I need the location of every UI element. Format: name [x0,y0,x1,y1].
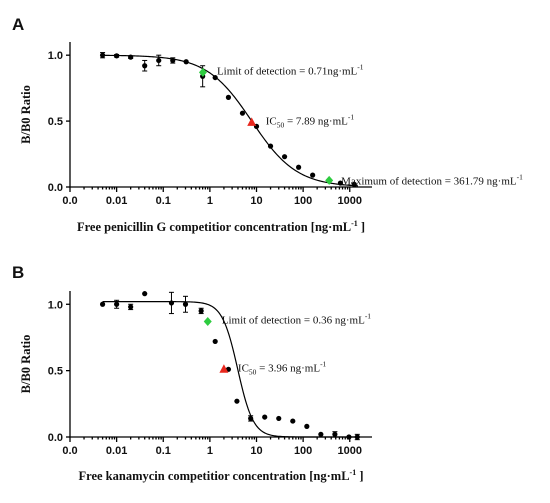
y-tick-label: 0.5 [48,116,63,128]
data-point [183,59,189,65]
data-point [248,415,254,422]
annotation-sup: -1 [517,172,523,181]
annotation-text-2: = 7.89 ng·mL [284,115,348,127]
data-point [212,338,218,345]
x-axis-label-text: Free kanamycin competitior concentration… [79,469,350,483]
annotation-text: Limit of detection = 0.36 ng·mL [222,315,365,327]
data-point [198,308,204,314]
data-point [318,431,324,437]
panel-a: A 0.0 0.5 1.0 0.0 0.01 0.1 1 10 100 1000 B/B0 Ratio… [12,15,523,234]
x-tick-label: 1 [207,445,213,457]
data-point [346,434,352,440]
data-point [296,164,302,170]
y-tick-label: 0.0 [48,182,63,194]
ic50-marker [219,364,229,373]
data-point [304,423,310,429]
x-axis-label: Free penicillin G competitior concentrat… [77,219,365,234]
data-point [168,300,175,306]
annotation-sup: -1 [357,62,363,71]
data-point [281,154,288,160]
data-point [262,414,268,420]
data-point [234,398,240,404]
data-point [114,53,120,59]
x-axis-label-sup: -1 [351,219,358,228]
x-tick-label: 100 [294,195,312,207]
ic50-marker [247,117,257,126]
marker-annotation: IC50 = 7.89 ng·mL-1 [266,112,355,129]
marker-annotation: Limit of detection = 0.36 ng·mL-1 [222,312,372,327]
marker-annotation: Maximum of detection = 361.79 ng·mL-1 [341,172,523,187]
detection-limit-marker [198,67,207,77]
x-tick-label: 10 [250,195,262,207]
fit-curve [102,54,358,187]
detection-limit-marker [203,317,212,327]
annotation-sub: 50 [277,120,285,129]
x-tick-label: 10 [250,445,262,457]
x-tick-label: 0.0 [62,195,77,207]
data-point [99,301,106,307]
data-point [142,63,148,69]
fit-curve [102,301,358,438]
data-point [267,143,274,149]
x-axis-label: Free kanamycin competitior concentration… [79,468,364,483]
y-tick-label: 1.0 [48,50,63,62]
panel-letter: B [12,263,24,282]
data-point [332,431,338,437]
y-axis-label: B/B0 Ratio [19,335,33,394]
data-point [114,301,120,307]
annotation-sub: 50 [249,367,257,376]
annotation-text: IC [266,115,277,127]
x-tick-label: 1 [207,195,213,207]
detection-limit-marker [325,175,334,185]
data-point [310,172,316,178]
x-tick-label: 1000 [338,195,362,207]
x-tick-label: 1000 [338,445,362,457]
marker-annotation: Limit of detection = 0.71ng·mL-1 [217,62,364,77]
data-point [276,415,282,422]
x-axis-label-end: ] [356,469,363,483]
panel-letter: A [12,15,24,34]
x-tick-label: 0.01 [106,445,127,457]
data-point [239,110,246,116]
x-tick-label: 100 [294,445,312,457]
annotation-text: Maximum of detection = 361.79 ng·mL [341,175,517,187]
y-tick-label: 0.5 [48,366,63,378]
annotation-text: IC [238,362,249,374]
data-point [128,304,134,310]
x-tick-label: 0.1 [156,445,171,457]
x-axis-label-text: Free penicillin G competitior concentrat… [77,220,351,234]
annotation-text-2: = 3.96 ng·mL [256,362,320,374]
data-point [99,52,106,58]
data-point [212,74,218,81]
annotation-text: Limit of detection = 0.71ng·mL [217,65,358,77]
data-point [354,434,360,440]
data-point [128,54,134,60]
annotation-sup: -1 [365,312,371,321]
x-tick-label: 0.0 [62,445,77,457]
annotation-sup: -1 [320,359,326,368]
y-axis-label: B/B0 Ratio [19,85,33,144]
data-point [170,57,176,64]
data-point [225,94,232,100]
marker-annotation: IC50 = 3.96 ng·mL-1 [238,359,327,376]
x-tick-label: 0.1 [156,195,171,207]
data-point [182,301,189,307]
panel-b: B 0.0 0.5 1.0 0.0 0.01 0.1 1 10 100 1000 B/B0 Ratio… [12,263,372,483]
y-tick-label: 0.0 [48,432,63,444]
x-tick-label: 0.01 [106,195,127,207]
data-point [142,291,148,297]
data-point [351,181,357,187]
y-tick-label: 1.0 [48,299,63,311]
x-axis-label-sup: -1 [350,468,357,477]
annotation-sup: -1 [348,112,354,121]
data-point [290,418,296,424]
data-point [156,57,162,64]
data-point [337,180,343,186]
x-axis-label-end: ] [358,220,365,234]
